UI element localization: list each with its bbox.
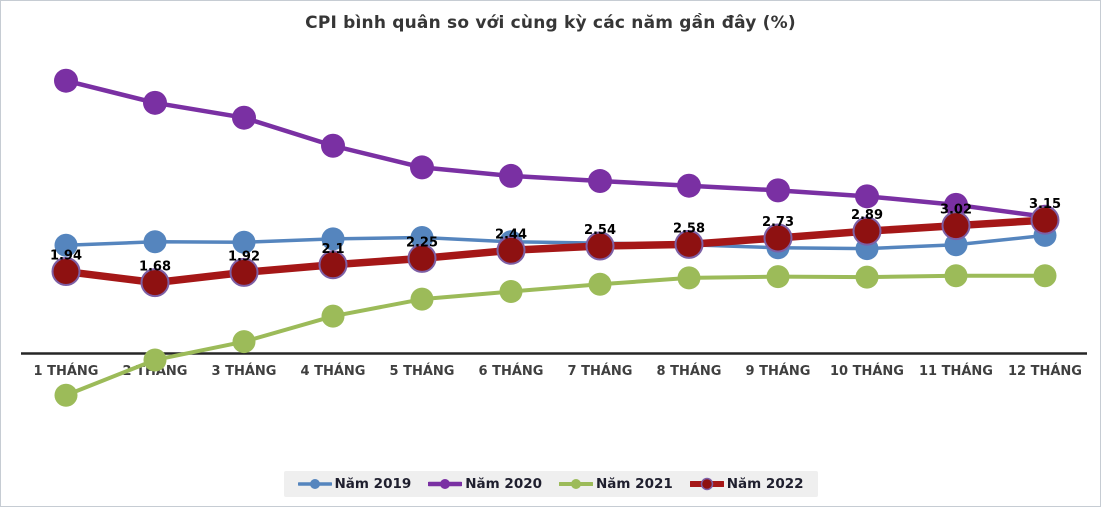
marker-năm-2020-6 xyxy=(499,163,523,188)
legend-swatch-icon xyxy=(559,479,593,489)
data-label-năm-2022-8: 2.58 xyxy=(673,221,705,236)
marker-năm-2022-4 xyxy=(318,250,348,280)
marker-năm-2021-4 xyxy=(321,304,345,328)
data-label-năm-2022-10: 2.89 xyxy=(851,208,883,223)
legend-swatch-icon xyxy=(689,477,724,491)
marker-năm-2020-11 xyxy=(944,192,968,217)
marker-năm-2019-11 xyxy=(944,233,968,257)
marker-năm-2022-1 xyxy=(51,257,81,287)
marker-năm-2021-6 xyxy=(499,280,523,304)
marker-năm-2021-3 xyxy=(232,330,256,354)
marker-năm-2022-6 xyxy=(496,235,526,265)
x-axis-label-10: 10 THÁNG xyxy=(830,363,904,379)
x-axis-label-11: 11 THÁNG xyxy=(919,363,993,379)
marker-năm-2021-8 xyxy=(677,266,701,290)
line-năm-2021 xyxy=(64,273,1047,398)
marker-năm-2021-5 xyxy=(410,287,434,311)
marker-năm-2020-1 xyxy=(54,68,78,93)
marker-năm-2022-7 xyxy=(585,231,615,261)
x-axis-label-6: 6 THÁNG xyxy=(479,363,544,379)
legend-swatch-icon xyxy=(428,479,463,489)
marker-năm-2022-5 xyxy=(407,243,437,273)
data-label-năm-2022-1: 1.94 xyxy=(50,249,82,264)
marker-năm-2020-3 xyxy=(232,105,256,130)
marker-năm-2020-7 xyxy=(588,169,612,194)
marker-năm-2019-3 xyxy=(232,230,256,254)
data-label-năm-2022-9: 2.73 xyxy=(762,215,794,230)
data-label-năm-2022-6: 2.44 xyxy=(495,227,527,242)
x-axis-label-4: 4 THÁNG xyxy=(301,363,366,379)
marker-năm-2021-10 xyxy=(855,265,879,289)
x-axis-label-12: 12 THÁNG xyxy=(1008,363,1082,379)
marker-năm-2021-1 xyxy=(54,383,78,407)
chart-title: CPI bình quân so với cùng kỳ các năm gần… xyxy=(305,13,796,33)
data-label-năm-2022-2: 1.68 xyxy=(139,260,171,275)
legend-item-năm-2019: Năm 2019 xyxy=(297,476,412,492)
line-năm-2019 xyxy=(64,233,1047,251)
x-axis-label-9: 9 THÁNG xyxy=(746,363,811,379)
x-axis-label-1: 1 THÁNG xyxy=(34,363,99,379)
legend: Năm 2019 Năm 2020 Năm 2021 Năm 2022 xyxy=(283,471,818,497)
marker-năm-2020-9 xyxy=(766,178,790,203)
line-năm-2022 xyxy=(62,216,1049,287)
data-label-năm-2022-5: 2.25 xyxy=(406,235,438,250)
legend-swatch-icon xyxy=(297,479,332,489)
legend-item-năm-2021: Năm 2021 xyxy=(559,476,673,492)
marker-năm-2022-8 xyxy=(674,229,704,259)
x-axis-label-7: 7 THÁNG xyxy=(568,363,633,379)
marker-năm-2020-8 xyxy=(677,173,701,198)
marker-năm-2021-11 xyxy=(944,264,968,288)
marker-năm-2021-9 xyxy=(766,265,790,289)
marker-năm-2019-5 xyxy=(410,226,434,250)
marker-năm-2019-1 xyxy=(54,233,78,257)
marker-năm-2019-4 xyxy=(321,227,345,251)
legend-label: Năm 2021 xyxy=(596,476,673,492)
marker-năm-2019-2 xyxy=(143,230,167,254)
marker-năm-2022-9 xyxy=(763,223,793,253)
x-axis-label-8: 8 THÁNG xyxy=(657,363,722,379)
marker-năm-2022-11 xyxy=(941,211,971,241)
marker-năm-2020-5 xyxy=(410,155,434,180)
marker-năm-2022-3 xyxy=(229,257,259,287)
legend-item-năm-2022: Năm 2022 xyxy=(689,476,804,492)
legend-item-năm-2020: Năm 2020 xyxy=(428,476,542,492)
data-label-năm-2022-11: 3.02 xyxy=(940,203,972,218)
data-label-năm-2022-12: 3.15 xyxy=(1029,197,1061,212)
marker-năm-2022-2 xyxy=(140,268,170,298)
line-năm-2020 xyxy=(63,78,1048,219)
marker-năm-2022-10 xyxy=(852,216,882,246)
marker-năm-2022-12 xyxy=(1030,205,1060,235)
legend-label: Năm 2020 xyxy=(465,476,542,492)
x-axis-label-5: 5 THÁNG xyxy=(390,363,455,379)
data-label-năm-2022-3: 1.92 xyxy=(228,249,260,264)
marker-năm-2021-12 xyxy=(1033,264,1057,288)
marker-năm-2021-2 xyxy=(143,348,167,372)
data-label-năm-2022-4: 2.1 xyxy=(321,242,344,257)
x-axis-label-3: 3 THÁNG xyxy=(212,363,277,379)
data-label-năm-2022-7: 2.54 xyxy=(584,223,616,238)
legend-label: Năm 2019 xyxy=(334,476,412,492)
marker-năm-2020-2 xyxy=(143,90,167,115)
legend-label: Năm 2022 xyxy=(726,476,804,492)
marker-năm-2021-7 xyxy=(588,272,612,296)
marker-năm-2020-4 xyxy=(321,133,345,158)
marker-năm-2020-10 xyxy=(855,184,879,209)
